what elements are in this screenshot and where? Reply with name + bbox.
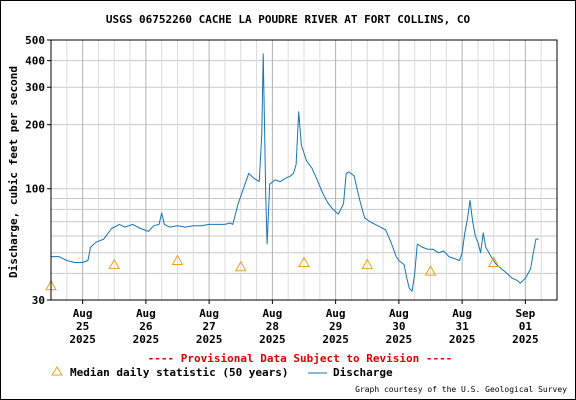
credit-text: Graph courtesy of the U.S. Geological Su… [355,385,567,394]
x-tick-label: 25 [76,320,89,333]
x-axis-ticks: Aug252025Aug262025Aug272025Aug282025Aug2… [69,300,539,346]
median-marker [487,256,500,268]
provisional-note: ---- Provisional Data Subject to Revisio… [148,352,453,365]
x-tick-label: 29 [329,320,342,333]
x-tick-label: 28 [266,320,279,333]
discharge-line [51,53,539,292]
median-marker [108,258,121,270]
y-tick-label: 100 [25,183,45,196]
x-tick-label: Sep [515,307,535,320]
median-marker [424,265,437,276]
legend-median-label: Median daily statistic (50 years) [70,366,289,379]
x-tick-label: 2025 [386,333,413,346]
x-tick-label: Aug [73,307,93,320]
x-tick-label: 2025 [196,333,223,346]
x-tick-label: 2025 [449,333,476,346]
y-axis-label: Discharge, cubic feet per second [7,66,20,278]
series-layer [45,53,539,292]
median-marker [298,256,310,268]
y-axis-ticks: 30 100 200 300 400 500 [25,34,51,307]
x-tick-label: Aug [136,307,156,320]
legend-discharge-label: Discharge [333,366,393,379]
x-tick-label: 2025 [512,333,539,346]
x-tick-label: Aug [262,307,282,320]
x-tick-label: 2025 [69,333,96,346]
x-tick-label: 01 [519,320,533,333]
x-tick-label: 31 [456,320,470,333]
x-tick-label: Aug [199,307,219,320]
x-tick-label: 26 [139,320,153,333]
y-tick-label: 400 [25,55,45,68]
median-marker [171,254,184,265]
x-tick-label: Aug [389,307,409,320]
y-tick-label: 300 [25,81,45,94]
x-tick-label: 30 [392,320,405,333]
x-tick-label: 2025 [322,333,349,346]
y-tick-label: 30 [32,294,45,307]
x-tick-label: Aug [326,307,346,320]
y-tick-label: 500 [25,34,45,47]
chart-title: USGS 06752260 CACHE LA POUDRE RIVER AT F… [106,13,471,26]
x-tick-label: 27 [203,320,216,333]
median-marker [361,258,374,270]
x-tick-label: Aug [452,307,472,320]
legend-median-marker [51,366,63,376]
legend: Median daily statistic (50 years) Discha… [51,366,393,379]
y-tick-label: 200 [25,119,45,132]
median-marker [234,260,247,272]
x-tick-label: 2025 [259,333,286,346]
x-tick-label: 2025 [133,333,160,346]
grid-lines [50,40,558,300]
plot-area-border [50,39,558,301]
